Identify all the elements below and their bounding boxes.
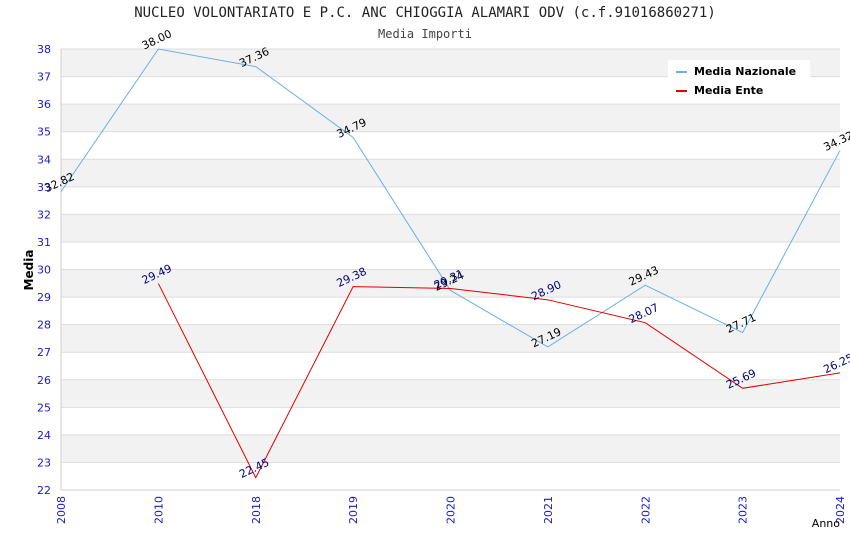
data-label: 26.25 bbox=[821, 351, 850, 376]
x-tick-label: 2023 bbox=[737, 496, 750, 524]
series-line bbox=[60, 48, 841, 348]
grid-band bbox=[61, 379, 840, 408]
grid-band bbox=[61, 324, 840, 353]
y-tick-label: 25 bbox=[37, 401, 51, 414]
y-tick-label: 33 bbox=[37, 181, 51, 194]
legend: Media Nazionale Media Ente bbox=[668, 60, 810, 102]
grid-band bbox=[61, 214, 840, 242]
y-tick-label: 31 bbox=[37, 236, 51, 249]
x-tick-label: 2010 bbox=[152, 496, 165, 524]
data-label: 32.82 bbox=[42, 170, 76, 195]
series-lines bbox=[60, 48, 841, 479]
y-tick-label: 22 bbox=[37, 484, 51, 497]
grid-band bbox=[61, 269, 840, 298]
chart-title: NUCLEO VOLONTARIATO E P.C. ANC CHIOGGIA … bbox=[134, 5, 716, 21]
grid-band bbox=[61, 104, 840, 132]
axes bbox=[60, 49, 840, 491]
data-label: 34.32 bbox=[821, 129, 850, 154]
x-tick-label: 2008 bbox=[55, 496, 68, 524]
y-tick-label: 34 bbox=[37, 153, 51, 166]
y-tick-label: 35 bbox=[37, 126, 51, 139]
y-tick-labels: 22 23 24 25 26 27 28 29 30 31 32 33 34 35 36 37 38 bbox=[37, 43, 51, 497]
grid-band bbox=[61, 159, 840, 187]
x-tick-label: 2019 bbox=[347, 496, 360, 524]
x-tick-labels: 2008 2010 2018 2019 2020 2021 2022 2023 2024 bbox=[55, 496, 847, 524]
x-tick-label: 2018 bbox=[250, 496, 263, 524]
y-tick-label: 37 bbox=[37, 71, 51, 84]
y-tick-label: 23 bbox=[37, 456, 51, 469]
x-axis-label: Anno bbox=[812, 517, 840, 530]
legend-label: Media Nazionale bbox=[694, 65, 796, 78]
y-tick-label: 28 bbox=[37, 319, 51, 332]
legend-box bbox=[668, 60, 810, 102]
x-tick-label: 2024 bbox=[834, 496, 847, 524]
grid-band bbox=[61, 434, 840, 463]
y-tick-label: 27 bbox=[37, 346, 51, 359]
x-tick-label: 2020 bbox=[445, 496, 458, 524]
x-tick-label: 2021 bbox=[542, 496, 555, 524]
y-tick-label: 30 bbox=[37, 264, 51, 277]
legend-label: Media Ente bbox=[694, 84, 763, 97]
grid-bands bbox=[61, 49, 840, 463]
y-tick-label: 36 bbox=[37, 98, 51, 111]
y-tick-label: 32 bbox=[37, 208, 51, 221]
y-tick-label: 26 bbox=[37, 374, 51, 387]
x-tick-label: 2022 bbox=[639, 496, 652, 524]
y-tick-label: 29 bbox=[37, 291, 51, 304]
chart-subtitle: Media Importi bbox=[378, 27, 472, 41]
y-tick-label: 24 bbox=[37, 429, 51, 442]
y-axis-label: Media bbox=[22, 250, 36, 291]
series-line bbox=[157, 283, 841, 479]
y-tick-label: 38 bbox=[37, 43, 51, 56]
